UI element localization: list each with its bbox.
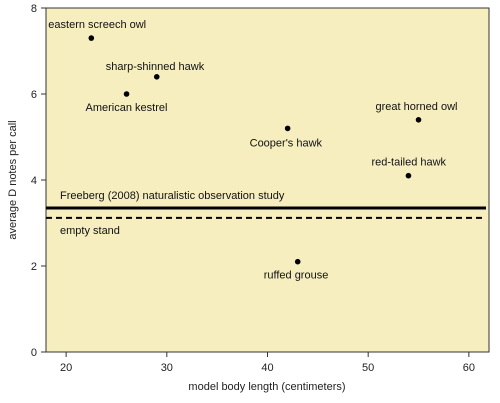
point-label: great horned owl [376,101,458,113]
y-tick-label: 8 [31,3,37,15]
data-point [123,91,130,97]
plot-area [45,7,490,353]
reference-line-label: Freeberg (2008) naturalistic observation… [60,190,285,202]
reference-line-label: empty stand [60,225,120,237]
y-tick-label: 0 [31,347,37,359]
y-axis: 0 2 4 6 8 [31,3,46,359]
y-tick-label: 6 [31,89,37,101]
x-tick-label: 20 [60,362,72,374]
reference-lines: Freeberg (2008) naturalistic observation… [46,190,486,237]
data-point [294,258,301,265]
x-tick-label: 50 [362,362,374,374]
y-tick-label: 4 [31,175,37,187]
x-tick-label: 60 [463,362,475,374]
data-point [284,125,291,132]
point-label: Cooper's hawk [250,137,323,149]
y-tick-label: 2 [31,261,37,273]
x-tick-label: 40 [261,362,273,374]
x-axis: 20 30 40 50 60 [60,352,475,374]
data-point [405,172,412,179]
y-axis-title: average D notes per call [7,120,19,239]
point-label: American kestrel [86,102,168,114]
point-label: ruffed grouse [264,270,329,282]
x-axis-title: model body length (centimeters) [188,381,345,393]
point-label: red-tailed hawk [371,157,446,169]
point-label: eastern screech owl [48,19,146,31]
data-point [415,117,422,123]
data-points: eastern screech owl sharp-shinned hawk Ame… [48,19,457,282]
point-label: sharp-shinned hawk [106,61,205,73]
data-point [153,74,160,80]
x-tick-label: 30 [161,362,173,374]
data-point [88,35,95,41]
